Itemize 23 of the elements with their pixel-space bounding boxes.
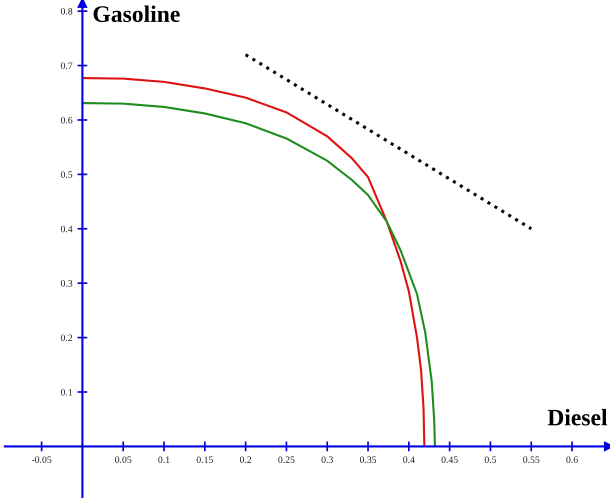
y-tick-label: 0.4 (60, 226, 73, 232)
y-tick-label: 0.5 (60, 171, 72, 178)
x-tick-label: 0.1 (158, 456, 170, 464)
x-tick-label: 0.3 (322, 456, 333, 464)
x-tick-label: 0.55 (523, 456, 540, 464)
x-tick-label: 0.2 (240, 456, 252, 464)
y-tick-label: 0.6 (60, 116, 72, 124)
x-tick-label: 0.25 (278, 456, 295, 464)
y-tick-label: 0.7 (60, 62, 72, 70)
y-tick-label: 0.2 (60, 334, 72, 342)
x-tick-label: 0.15 (196, 456, 213, 464)
x-tick-label: 0.6 (566, 456, 578, 464)
x-tick-label: 0.5 (484, 456, 496, 464)
y-tick-label: 0.3 (60, 280, 72, 287)
x-tick-label: -0.05 (32, 456, 52, 464)
x-tick-label: 0.35 (360, 456, 376, 464)
y-axis-title: Gasoline (94, 5, 180, 22)
y-tick-label: 0.1 (60, 388, 72, 396)
x-tick-label: 0.4 (403, 456, 415, 464)
x-tick-label: 0.05 (115, 456, 132, 464)
x-tick-label: 0.45 (442, 456, 458, 464)
x-axis-title: Diesel (548, 408, 608, 426)
y-tick-label: 0.8 (60, 8, 72, 15)
